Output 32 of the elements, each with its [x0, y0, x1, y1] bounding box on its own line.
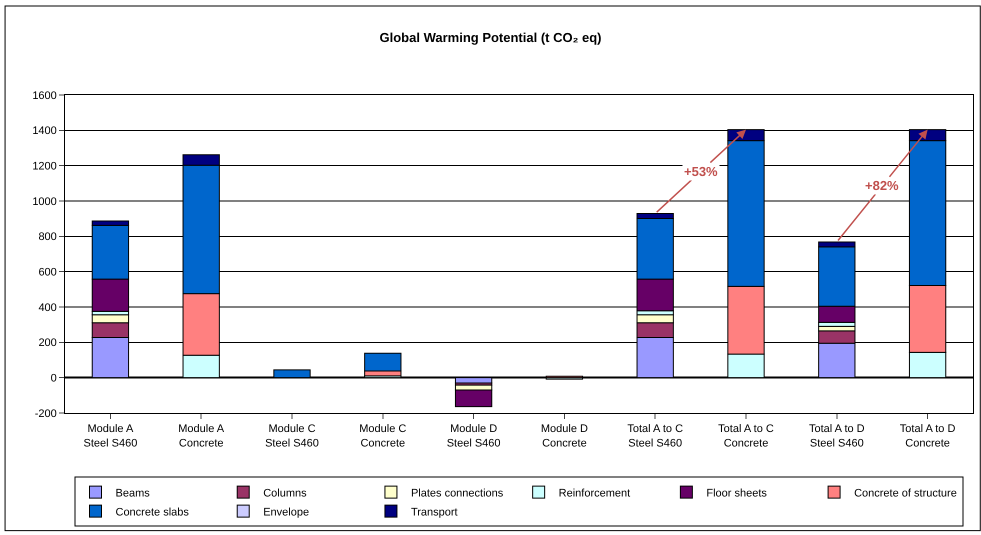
x-tick-label: Total A to C Concrete [718, 423, 774, 450]
legend-label: Concrete slabs [116, 506, 190, 518]
annotation: +82% [865, 178, 900, 193]
annotation: +53% [684, 164, 718, 179]
x-tick-label: Module C Concrete [359, 423, 406, 450]
y-tick-label: 1600 [32, 90, 57, 102]
x-tick-label: Module A Steel S460 [83, 423, 138, 450]
legend-label: Reinforcement [558, 487, 630, 500]
y-tick-label: 1400 [32, 125, 57, 138]
x-tick-label: Module C Steel S460 [265, 423, 319, 450]
y-tick-label: 400 [38, 302, 57, 314]
y-tick-label: 600 [38, 266, 57, 279]
y-tick-label: -200 [34, 408, 57, 420]
y-tick-label: 1200 [32, 160, 57, 173]
x-tick-label: Module D Concrete [540, 423, 588, 450]
x-tick-label: Total A to D Concrete [900, 423, 956, 450]
x-tick-label: Module A Concrete [178, 423, 225, 450]
y-tick-label: 1000 [32, 196, 57, 208]
chart-title: Global Warming Potential (t CO₂ eq) [380, 30, 602, 45]
legend-label: Concrete of structure [854, 487, 957, 500]
legend-label: Envelope [263, 506, 310, 518]
legend-label: Transport [410, 506, 458, 518]
x-tick-label: Total A to C Steel S460 [627, 423, 684, 450]
x-tick-label: Total A to D Steel S460 [808, 423, 865, 450]
legend-label: Beams [116, 487, 150, 500]
x-tick-label: Module D Steel S460 [446, 423, 501, 450]
y-tick-label: 200 [38, 337, 57, 350]
y-tick-label: 800 [38, 231, 57, 244]
legend-label: Floor sheets [706, 487, 768, 500]
legend-label: Plates connections [410, 487, 504, 500]
y-tick-label: 0 [50, 372, 57, 385]
legend-label: Columns [263, 487, 308, 500]
